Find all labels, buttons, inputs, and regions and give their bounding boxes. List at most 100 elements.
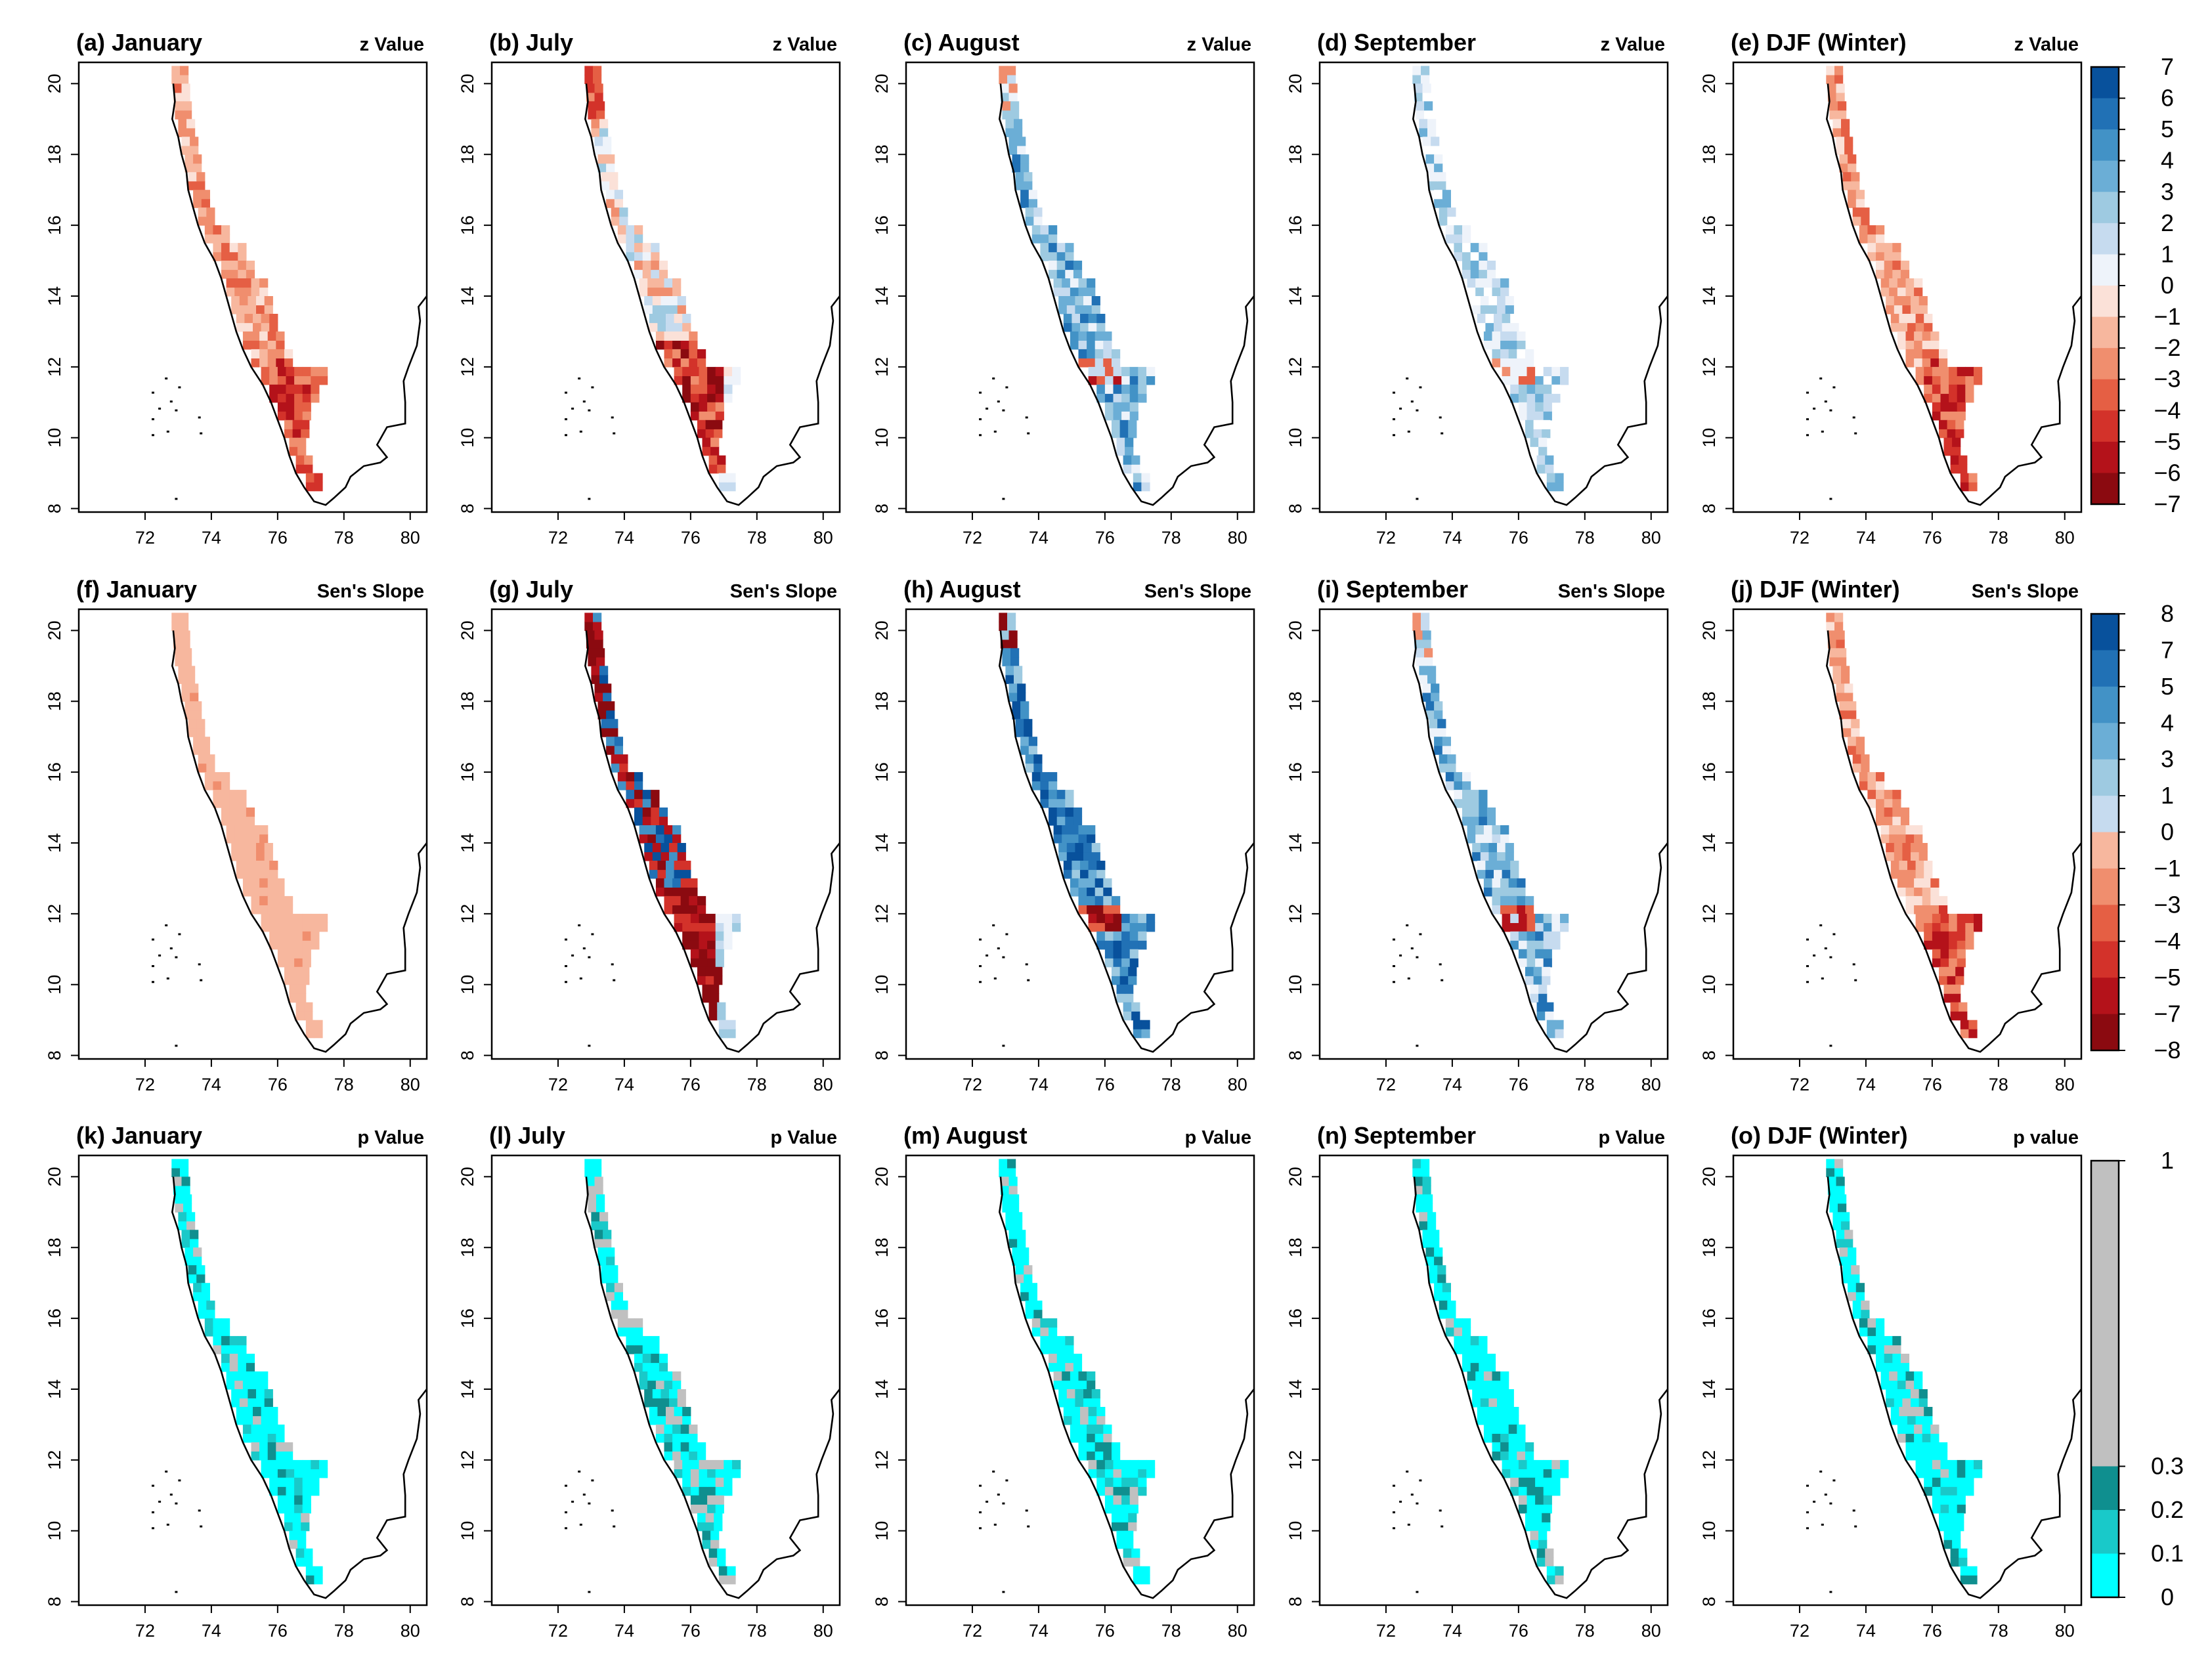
grid-cell xyxy=(1525,1442,1534,1452)
grid-cell xyxy=(1062,825,1071,835)
grid-cell xyxy=(1020,701,1029,711)
grid-cell xyxy=(1434,1256,1443,1266)
grid-cell xyxy=(213,781,222,790)
grid-cell xyxy=(229,261,238,270)
grid-cell xyxy=(1020,163,1029,173)
grid-cell xyxy=(1508,1451,1517,1461)
grid-cell xyxy=(261,922,270,932)
grid-cell xyxy=(1012,163,1021,173)
grid-cell xyxy=(674,1459,683,1469)
grid-cell xyxy=(1129,1459,1138,1469)
grid-cell xyxy=(1014,674,1023,684)
island xyxy=(565,1527,567,1530)
y-tick-label: 12 xyxy=(1286,904,1305,924)
grid-cell xyxy=(1078,349,1087,358)
x-tick-label: 72 xyxy=(135,1075,155,1094)
grid-cell xyxy=(1894,843,1903,853)
grid-cell xyxy=(664,1371,673,1381)
grid-cell xyxy=(1965,1486,1974,1496)
grid-cell xyxy=(264,843,273,853)
colorbar-label: −4 xyxy=(2154,397,2180,423)
grid-cell xyxy=(1551,366,1561,376)
grid-cell xyxy=(242,825,252,835)
island xyxy=(1002,1591,1005,1593)
grid-cell xyxy=(1533,976,1542,985)
grid-cell xyxy=(1012,154,1021,164)
grid-cell xyxy=(1138,913,1147,923)
grid-cell xyxy=(1104,366,1114,376)
grid-cell xyxy=(1494,861,1503,871)
y-tick-label: 14 xyxy=(45,1379,64,1399)
coastline xyxy=(1412,1176,1669,1599)
grid-cell xyxy=(1133,1020,1142,1029)
grid-cell xyxy=(259,895,269,905)
panel-frame xyxy=(1318,61,1669,513)
grid-cell xyxy=(1138,384,1147,394)
grid-cell xyxy=(606,154,615,164)
x-tick-label: 78 xyxy=(1989,1621,2008,1641)
grid-cell xyxy=(1078,834,1087,844)
grid-cell xyxy=(1087,349,1096,358)
island xyxy=(591,933,594,936)
island xyxy=(1439,1509,1442,1512)
grid-cell xyxy=(1072,314,1081,324)
grid-cell xyxy=(190,692,199,702)
y-tick-label: 14 xyxy=(1286,833,1305,853)
grid-cell xyxy=(302,949,311,958)
island xyxy=(1002,1045,1005,1047)
grid-cell xyxy=(652,1398,661,1408)
grid-cell xyxy=(1104,402,1114,412)
grid-cell xyxy=(302,1459,311,1469)
grid-cell xyxy=(1065,251,1074,261)
grid-cell xyxy=(188,181,197,190)
grid-cell xyxy=(1096,1459,1106,1469)
y-tick-label: 20 xyxy=(458,74,477,93)
grid-cell xyxy=(1960,1566,1969,1576)
grid-cell xyxy=(226,825,235,835)
grid-cell xyxy=(655,1433,665,1443)
grid-cell xyxy=(1425,701,1435,711)
grid-cell xyxy=(1517,1424,1526,1434)
x-tick-label: 74 xyxy=(1856,1621,1876,1641)
grid-cell xyxy=(1031,225,1041,235)
grid-cell xyxy=(1832,127,1842,137)
grid-cell xyxy=(1008,1238,1018,1248)
grid-cell xyxy=(242,331,252,341)
grid-cell xyxy=(294,393,303,403)
grid-cell xyxy=(1422,1230,1431,1239)
grid-cell xyxy=(1467,278,1476,288)
grid-cell xyxy=(1543,931,1552,941)
grid-cell xyxy=(1419,127,1428,137)
grid-cell xyxy=(689,905,698,915)
grid-cell xyxy=(1859,225,1868,235)
grid-cell xyxy=(659,1354,668,1364)
grid-cell xyxy=(286,1469,295,1478)
colorbar-frame xyxy=(2090,1159,2120,1599)
grid-cell xyxy=(1859,1327,1868,1337)
grid-cell xyxy=(1131,1011,1140,1021)
island xyxy=(582,1494,586,1496)
y-tick-label: 16 xyxy=(458,215,477,235)
grid-cell xyxy=(1424,648,1433,658)
island xyxy=(565,1511,567,1514)
grid-cell xyxy=(184,163,194,173)
grid-cell xyxy=(1922,895,1931,905)
grid-cell xyxy=(276,878,285,888)
grid-cell xyxy=(1096,931,1106,941)
grid-cell xyxy=(642,1336,651,1346)
grid-cell xyxy=(1477,861,1486,871)
grid-cell xyxy=(1551,393,1561,403)
grid-cell xyxy=(619,1301,628,1310)
grid-cell xyxy=(1113,402,1122,412)
grid-cell xyxy=(1040,790,1049,800)
island xyxy=(979,938,982,941)
grid-cell xyxy=(1861,216,1870,226)
colorbar-label: −8 xyxy=(2154,1037,2180,1064)
grid-cell xyxy=(1422,683,1431,693)
grid-cell xyxy=(246,816,255,826)
grid-cell xyxy=(1542,429,1551,439)
grid-cell xyxy=(1518,1495,1528,1505)
grid-cell xyxy=(1104,384,1114,394)
grid-cell xyxy=(186,1220,196,1230)
grid-cell xyxy=(594,83,603,93)
